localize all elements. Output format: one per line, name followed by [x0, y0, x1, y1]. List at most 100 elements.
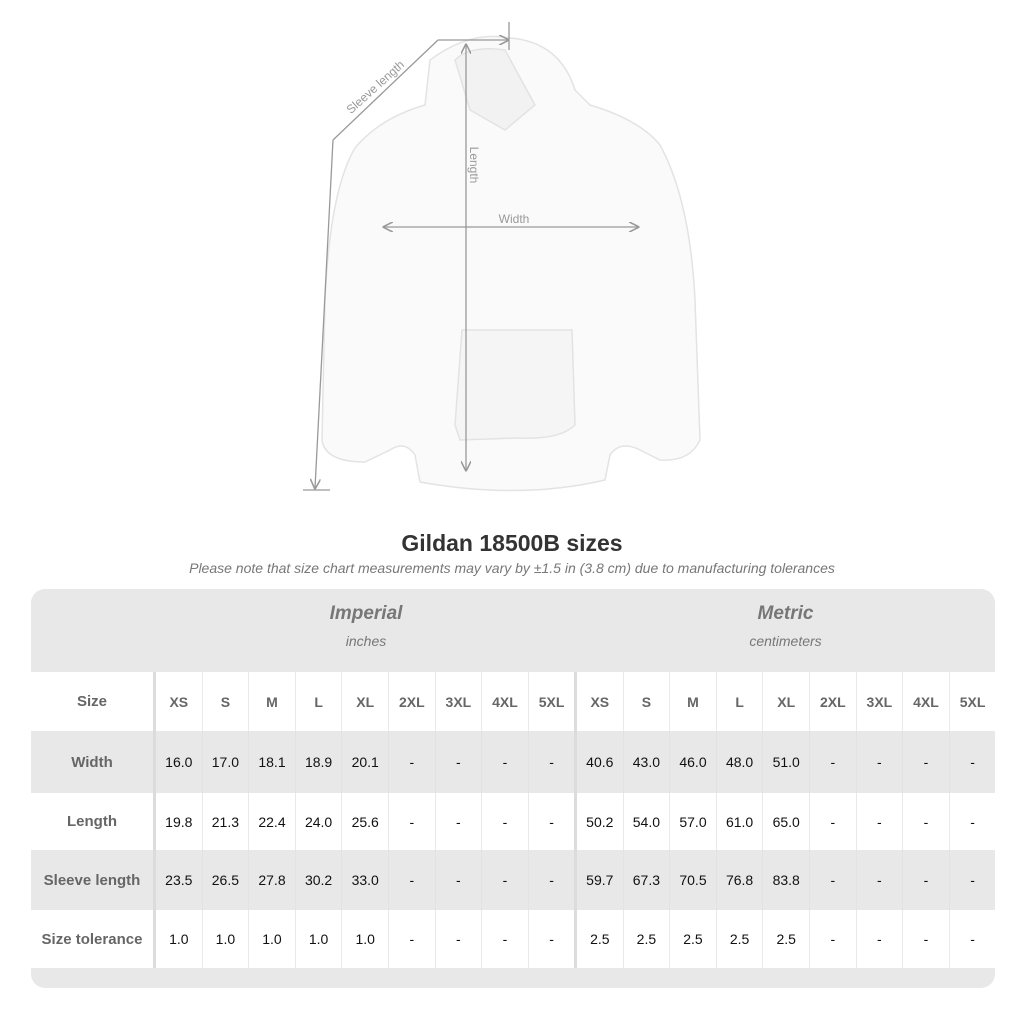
metric-value-cell: 2.5: [669, 910, 716, 968]
metric-value-cell: -: [855, 850, 903, 910]
imperial-size-header: M: [248, 672, 295, 731]
metric-value-cell: 59.7: [576, 850, 623, 910]
imperial-value-cell: 18.1: [248, 731, 295, 793]
imperial-value-cell: -: [527, 910, 575, 968]
imperial-size-header: 2XL: [388, 672, 435, 731]
metric-value-cell: 2.5: [576, 910, 623, 968]
table-row: Width 16.0 17.0 18.1 18.9 20.1- - - -40.6 43.0 46.…: [31, 731, 995, 793]
metric-size-header: S: [622, 672, 670, 731]
metric-size-header: L: [715, 672, 763, 731]
metric-value-cell: 2.5: [762, 910, 809, 968]
metric-value-cell: 50.2: [576, 793, 623, 850]
metric-value-cell: -: [948, 731, 995, 793]
metric-value-cell: -: [948, 910, 995, 968]
metric-value-cell: -: [855, 793, 903, 850]
label-divider: [153, 672, 156, 968]
imperial-size-header: 4XL: [481, 672, 528, 731]
metric-value-cell: 61.0: [715, 793, 763, 850]
row-label: Sleeve length: [43, 871, 141, 889]
imperial-value-cell: -: [434, 731, 482, 793]
metric-group-header: Metric centimeters: [576, 603, 995, 649]
imperial-value-cell: -: [481, 910, 528, 968]
metric-value-cell: 54.0: [622, 793, 670, 850]
imperial-size-header: 3XL: [434, 672, 482, 731]
imperial-value-cell: 1.0: [341, 910, 388, 968]
metric-value-cell: 67.3: [622, 850, 670, 910]
metric-size-header: 4XL: [902, 672, 949, 731]
metric-value-cell: -: [948, 793, 995, 850]
imperial-value-cell: -: [434, 850, 482, 910]
imperial-value-cell: 30.2: [294, 850, 342, 910]
metric-value-cell: -: [902, 850, 949, 910]
imperial-size-header: XL: [341, 672, 388, 731]
imperial-value-cell: 18.9: [294, 731, 342, 793]
imperial-size-header: L: [294, 672, 342, 731]
page-title: Gildan 18500B sizes: [401, 530, 623, 556]
metric-value-cell: -: [809, 910, 856, 968]
imperial-value-cell: -: [481, 793, 528, 850]
sleeve-length-label: Sleeve length: [344, 57, 407, 116]
imperial-value-cell: 25.6: [341, 793, 388, 850]
metric-value-cell: 2.5: [622, 910, 670, 968]
sleeve-length-line: [315, 139, 334, 488]
metric-value-cell: 43.0: [622, 731, 670, 793]
hoodie-illustration: Sleeve length Length Width: [303, 22, 701, 492]
row-label: Width: [71, 753, 113, 771]
metric-size-header: XL: [762, 672, 809, 731]
hoodie-shape: [321, 35, 701, 492]
row-label: Size tolerance: [41, 930, 143, 948]
metric-value-cell: 2.5: [715, 910, 763, 968]
imperial-unit: inches: [345, 633, 387, 649]
imperial-size-header: S: [201, 672, 249, 731]
size-table: Imperial inches Metric centimeters Size X…: [31, 589, 995, 988]
imperial-value-cell: 1.0: [201, 910, 249, 968]
metric-value-cell: 48.0: [715, 731, 763, 793]
imperial-value-cell: 21.3: [201, 793, 249, 850]
size-header-label: Size: [76, 693, 107, 710]
metric-value-cell: 83.8: [762, 850, 809, 910]
imperial-value-cell: 26.5: [201, 850, 249, 910]
width-label: Width: [499, 212, 530, 226]
metric-value-cell: -: [902, 793, 949, 850]
imperial-value-cell: 19.8: [155, 793, 202, 850]
metric-value-cell: 57.0: [669, 793, 716, 850]
row-label: Length: [67, 813, 117, 830]
imperial-title: Imperial: [329, 603, 403, 624]
imperial-value-cell: 17.0: [201, 731, 249, 793]
table-header-row: Size XS S M L XL 2XL 3XL 4XL 5XL XS S M L XL 2XL 3XL 4XL 5…: [31, 672, 995, 731]
imperial-value-cell: -: [388, 910, 435, 968]
imperial-value-cell: 1.0: [294, 910, 342, 968]
metric-title: Metric: [757, 603, 814, 624]
imperial-size-header: XS: [155, 672, 202, 731]
table-row: Sleeve length 23.5 26.5 27.8 30.2 33.0- - - -59.…: [31, 850, 995, 910]
metric-size-header: XS: [576, 672, 623, 731]
metric-size-header: 5XL: [948, 672, 995, 731]
imperial-value-cell: 33.0: [341, 850, 388, 910]
imperial-value-cell: 1.0: [155, 910, 202, 968]
metric-value-cell: 70.5: [669, 850, 716, 910]
metric-value-cell: 65.0: [762, 793, 809, 850]
metric-value-cell: -: [855, 910, 903, 968]
imperial-value-cell: -: [481, 850, 528, 910]
metric-value-cell: 76.8: [715, 850, 763, 910]
imperial-value-cell: -: [434, 910, 482, 968]
table-row: Size tolerance 1.0 1.0 1.0 1.0 1.0- - - -2.5 2.5 2…: [31, 910, 995, 968]
metric-value-cell: -: [902, 910, 949, 968]
metric-value-cell: -: [809, 793, 856, 850]
page-subtitle: Please note that size chart measurements…: [189, 560, 835, 576]
metric-size-header: 2XL: [809, 672, 856, 731]
imperial-value-cell: 23.5: [155, 850, 202, 910]
metric-size-header: M: [669, 672, 716, 731]
imperial-value-cell: -: [388, 731, 435, 793]
metric-size-header: 3XL: [855, 672, 903, 731]
metric-value-cell: 40.6: [576, 731, 623, 793]
metric-divider: [574, 672, 577, 968]
imperial-value-cell: 27.8: [248, 850, 295, 910]
metric-value-cell: -: [809, 731, 856, 793]
imperial-value-cell: -: [388, 850, 435, 910]
imperial-value-cell: -: [527, 793, 575, 850]
table-row: Length 19.8 21.3 22.4 24.0 25.6- - - -50.2 54.0 57…: [31, 793, 995, 850]
imperial-value-cell: 24.0: [294, 793, 342, 850]
imperial-value-cell: -: [388, 793, 435, 850]
metric-value-cell: -: [948, 850, 995, 910]
